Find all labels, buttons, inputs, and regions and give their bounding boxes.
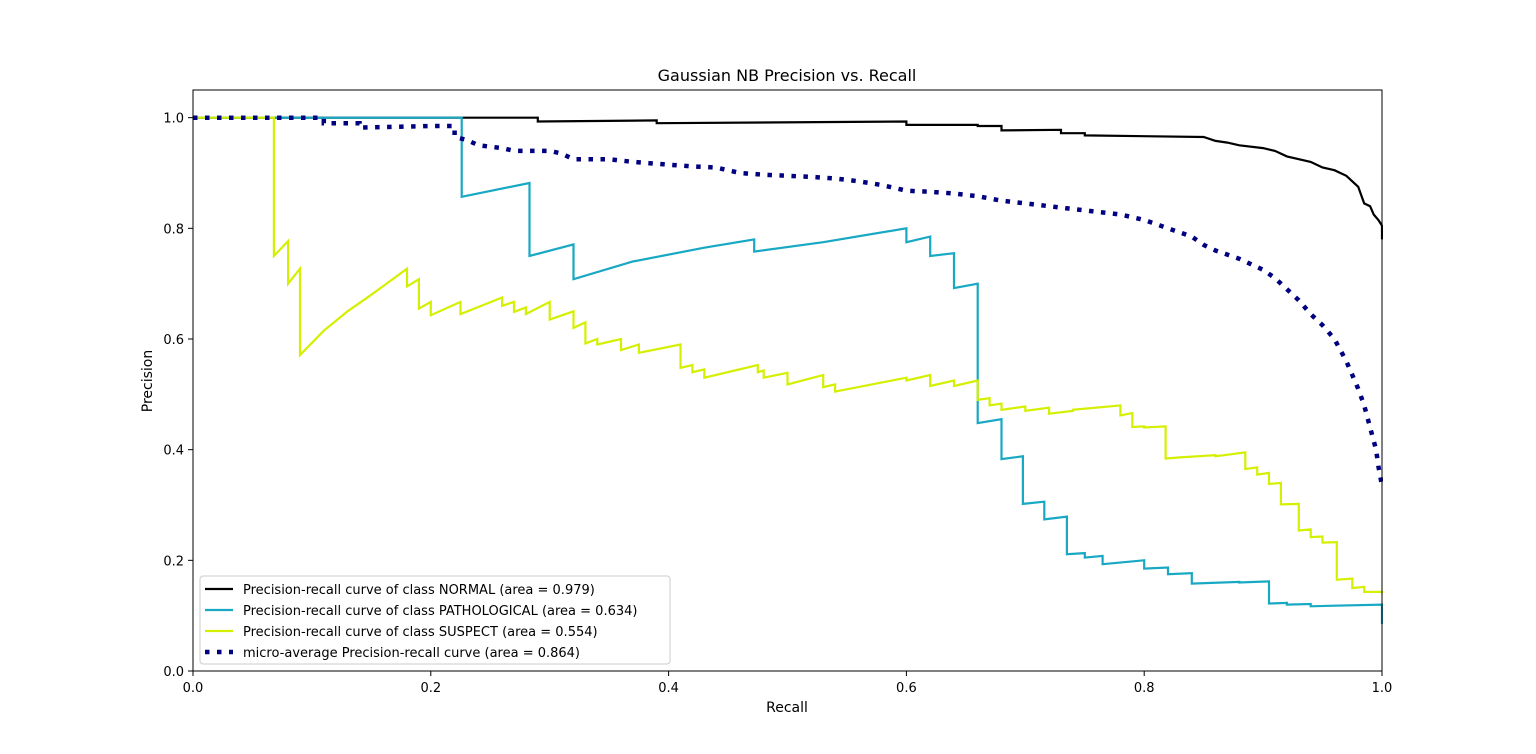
y-axis-label: Precision (140, 350, 156, 412)
series-line-1 (193, 116, 1383, 624)
series-line-3 (193, 115, 1383, 487)
y-tick-label: 0.0 (163, 665, 184, 680)
x-axis-label: Recall (766, 700, 808, 716)
legend-label: Precision-recall curve of class NORMAL (… (243, 583, 595, 598)
x-tick-label: 0.2 (420, 681, 441, 696)
y-tick-label: 1.0 (163, 112, 184, 127)
y-axis: 0.0 0.2 0.4 0.6 0.8 1.0 (163, 112, 193, 680)
legend: Precision-recall curve of class NORMAL (… (199, 575, 671, 665)
y-tick-label: 0.6 (163, 333, 184, 348)
chart-title: Gaussian NB Precision vs. Recall (658, 66, 917, 85)
legend-label: Precision-recall curve of class PATHOLOG… (243, 604, 637, 619)
x-tick-label: 0.4 (658, 681, 679, 696)
series-layer (193, 115, 1383, 624)
y-tick-label: 0.2 (163, 554, 184, 569)
legend-box (199, 575, 671, 665)
plot-frame (192, 89, 1383, 672)
x-axis: 0.0 0.2 0.4 0.6 0.8 1.0 (183, 671, 1393, 696)
legend-label: micro-average Precision-recall curve (ar… (243, 646, 580, 661)
y-tick-label: 0.8 (163, 222, 184, 237)
series-line-2 (193, 116, 1383, 594)
x-tick-label: 0.0 (183, 681, 204, 696)
x-tick-label: 0.8 (1134, 681, 1155, 696)
x-tick-label: 1.0 (1372, 681, 1393, 696)
x-tick-label: 0.6 (896, 681, 917, 696)
series-line-0 (193, 116, 1383, 240)
legend-label: Precision-recall curve of class SUSPECT … (243, 625, 598, 640)
y-tick-label: 0.4 (163, 444, 184, 459)
